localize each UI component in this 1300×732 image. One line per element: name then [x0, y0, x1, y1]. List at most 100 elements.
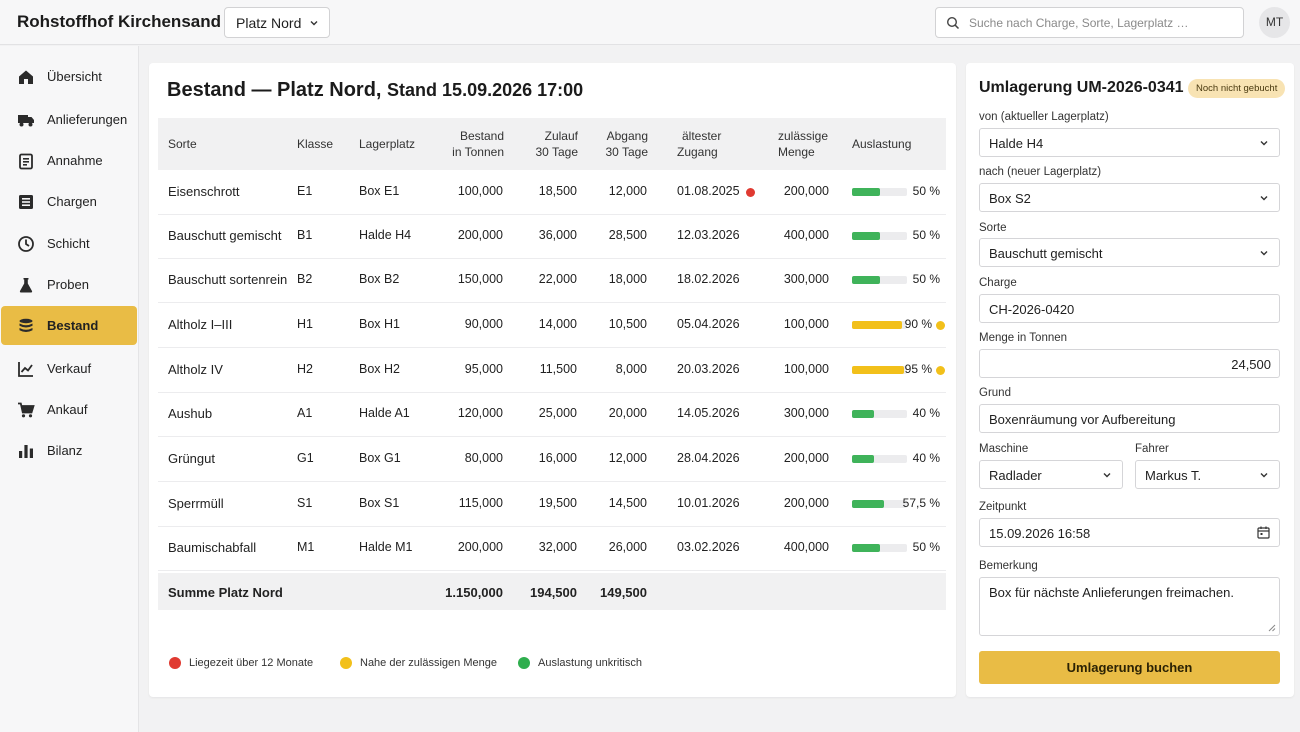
utilization-bar-fill [852, 410, 874, 418]
cell-abgang: 18,000 [608, 272, 647, 286]
avatar[interactable]: MT [1259, 7, 1290, 38]
to-label: nach (neuer Lagerplatz) [979, 166, 1102, 178]
table-row[interactable]: Grüngut G1 Box G1 80,000 16,000 12,000 28.04.2… [158, 437, 946, 482]
table-row[interactable]: Sperrmüll S1 Box S1 115,000 19,500 14,500 10.0… [158, 482, 946, 527]
stack-icon [19, 318, 33, 333]
maschine-select[interactable]: Radlader [979, 460, 1123, 489]
sidebar-item-ankauf[interactable]: Ankauf [1, 390, 137, 429]
col-abgang[interactable]: Abgang 30 Tage [588, 128, 649, 160]
grund-field[interactable]: Boxenräumung vor Aufbereitung [979, 404, 1280, 433]
utilization-bar-fill [852, 321, 902, 329]
sorte-label: Sorte [979, 222, 1007, 234]
cell-abgang: 8,000 [615, 362, 647, 376]
sidebar-item-annahme[interactable]: Annahme [1, 141, 137, 180]
charge-value: CH-2026-0420 [989, 302, 1075, 317]
sidebar-item-schicht[interactable]: Schicht [1, 224, 137, 263]
from-select[interactable]: Halde H4 [979, 128, 1280, 157]
fahrer-value: Markus T. [1145, 468, 1202, 483]
col-bestand-line1: Bestand [459, 129, 504, 143]
sidebar-item-bestand[interactable]: Bestand [1, 306, 137, 345]
table-row[interactable]: Bauschutt gemischt B1 Halde H4 200,000 36,00… [158, 214, 946, 259]
sidebar-item-label: Übersicht [47, 69, 102, 84]
cell-zulauf: 18,500 [538, 184, 577, 198]
cell-klasse: G1 [297, 451, 314, 465]
utilization-bar-fill [852, 366, 905, 374]
sidebar-item-proben[interactable]: Proben [1, 265, 137, 304]
cell-sorte: Bauschutt sortenrein [168, 272, 288, 287]
col-zugang[interactable]: ältester Zugang [677, 128, 721, 160]
cell-auslastung: 40 % [912, 451, 940, 465]
sidebar-item-uebersicht[interactable]: Übersicht [1, 57, 137, 96]
cell-zulauf: 11,500 [539, 362, 577, 376]
table-header: Sorte Klasse Lagerplatz Bestand in Tonne… [158, 118, 946, 170]
cell-auslastung: 50 % [912, 228, 940, 242]
sidebar-item-verkauf[interactable]: Verkauf [1, 349, 137, 388]
sidebar-item-chargen[interactable]: Chargen [1, 182, 137, 221]
cell-zulauf: 32,000 [538, 540, 577, 554]
site-select[interactable]: Platz Nord [224, 7, 330, 38]
sum-zulauf: 194,500 [530, 585, 577, 600]
utilization-bar [852, 366, 907, 374]
cart-icon [18, 402, 35, 418]
bemerkung-field[interactable]: Box für nächste Anlieferungen freimachen… [979, 577, 1280, 636]
table-row[interactable]: Bauschutt sortenrein B2 Box B2 150,000 22,00… [158, 258, 946, 303]
col-menge[interactable]: zulässige Menge [778, 128, 828, 160]
table-row[interactable]: Baumischabfall M1 Halde M1 200,000 32,000 26,… [158, 526, 946, 571]
col-zulauf-line1: Zulauf [544, 129, 578, 143]
sidebar-item-bilanz[interactable]: Bilanz [1, 431, 137, 470]
cell-menge: 300,000 [783, 406, 829, 420]
cell-bestand: 95,000 [464, 362, 503, 376]
chevron-down-icon [1103, 473, 1111, 478]
sorte-select[interactable]: Bauschutt gemischt [979, 238, 1280, 267]
table-row[interactable]: Altholz I–III H1 Box H1 90,000 14,000 10,500 0… [158, 303, 946, 348]
transfer-title: Umlagerung UM-2026-0341 [979, 79, 1184, 96]
utilization-bar-fill [852, 276, 880, 284]
col-zulauf[interactable]: Zulauf 30 Tage [518, 128, 579, 160]
menge-field[interactable]: 24,500 [979, 349, 1280, 378]
cell-lagerplatz: Halde A1 [359, 406, 410, 420]
cell-menge: 200,000 [783, 184, 829, 198]
cell-bestand: 90,000 [464, 317, 503, 331]
chart-line-icon [18, 362, 33, 377]
utilization-bar [852, 410, 907, 418]
col-sorte[interactable]: Sorte [168, 137, 197, 151]
sidebar-item-anlieferungen[interactable]: Anlieferungen [1, 100, 137, 139]
calendar-icon[interactable] [1257, 526, 1270, 539]
table-row[interactable]: Eisenschrott E1 Box E1 100,000 18,500 12,000 0… [158, 170, 946, 215]
utilization-bar-fill [852, 232, 880, 240]
zeitpunkt-field[interactable]: 15.09.2026 16:58 [979, 518, 1280, 547]
cell-sorte: Altholz IV [168, 362, 223, 377]
cell-sorte: Baumischabfall [168, 540, 257, 555]
search-box[interactable] [935, 7, 1244, 38]
cell-auslastung: 90 % [904, 317, 932, 331]
cell-zulauf: 25,000 [538, 406, 577, 420]
table-row[interactable]: Altholz IV H2 Box H2 95,000 11,500 8,000 20.03… [158, 348, 946, 393]
book-transfer-button[interactable]: Umlagerung buchen [979, 651, 1280, 684]
fahrer-label: Fahrer [1135, 443, 1169, 455]
chevron-down-icon [310, 21, 318, 26]
to-select[interactable]: Box S2 [979, 183, 1280, 212]
cell-menge: 400,000 [783, 540, 829, 554]
chevron-down-icon [1260, 141, 1268, 146]
resize-handle-icon[interactable] [1268, 624, 1276, 632]
col-bestand[interactable]: Bestand in Tonnen [434, 128, 504, 160]
cell-abgang: 20,000 [608, 406, 647, 420]
fahrer-select[interactable]: Markus T. [1135, 460, 1280, 489]
cell-zugang: 20.03.2026 [677, 362, 740, 376]
table-row[interactable]: Aushub A1 Halde A1 120,000 25,000 20,000 14.05… [158, 392, 946, 437]
col-auslastung[interactable]: Auslastung [852, 137, 912, 151]
menge-value: 24,500 [1231, 357, 1271, 372]
sidebar-item-label: Verkauf [47, 361, 92, 376]
cell-bestand: 200,000 [457, 228, 503, 242]
sidebar-item-label: Schicht [47, 236, 90, 251]
sidebar-item-label: Proben [47, 277, 89, 292]
cell-bestand: 100,000 [457, 184, 503, 198]
col-lagerplatz[interactable]: Lagerplatz [359, 137, 416, 151]
page-title: Bestand — Platz Nord, Stand 15.09.2026 1… [167, 79, 583, 102]
cell-sorte: Eisenschrott [168, 184, 240, 199]
col-klasse[interactable]: Klasse [297, 137, 334, 151]
search-input[interactable] [969, 13, 1234, 33]
sidebar-item-label: Ankauf [47, 402, 88, 417]
charge-field[interactable]: CH-2026-0420 [979, 294, 1280, 323]
cell-menge: 100,000 [783, 362, 829, 376]
